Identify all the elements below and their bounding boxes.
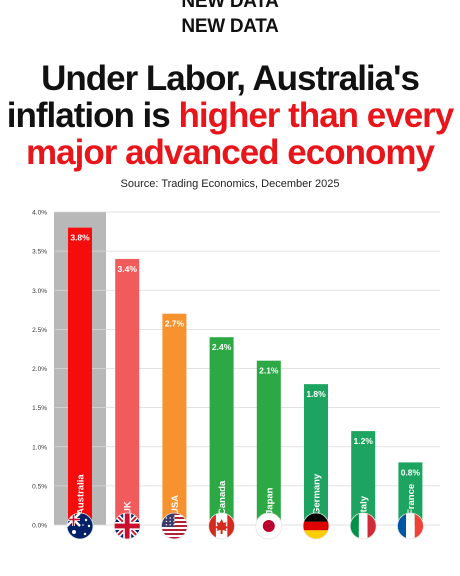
value-label: 3.4%	[118, 264, 138, 274]
value-label: 2.4%	[212, 342, 232, 352]
bar-uk	[115, 258, 140, 525]
headline-line-2-red: higher than every	[178, 96, 454, 135]
category-label: Australia	[76, 474, 87, 515]
y-tick-label: 1.0%	[32, 444, 47, 451]
y-tick-label: 3.5%	[32, 249, 47, 256]
category-label: UK	[123, 501, 134, 515]
category-label: France	[406, 484, 417, 515]
value-label: 1.2%	[354, 436, 374, 446]
inflation-bar-chart: 0.0% 0.5% 1.0% 1.5% 2.0% 2.5% 3.0% 3.5% 4.0% 3.8%…	[32, 210, 440, 540]
new-data-badge: NEW DATA	[181, 16, 279, 37]
france-flag-icon	[396, 512, 424, 540]
australia-flag-icon	[66, 512, 94, 540]
headline-line-2-black: inflation is	[6, 96, 179, 135]
value-label: 3.8%	[70, 233, 90, 243]
bar-germany	[304, 384, 328, 525]
headline-line-1: Under Labor, Australia's	[41, 59, 420, 98]
headline-line-2: inflation is higher than every	[0, 97, 460, 134]
bar-japan	[256, 360, 281, 525]
category-label: Japan	[264, 487, 275, 515]
italy-flag-icon	[349, 512, 377, 540]
germany-flag-icon	[302, 512, 330, 540]
value-label: 1.8%	[306, 389, 326, 399]
headline-line-3: major advanced economy	[26, 133, 435, 172]
source-note: Source: Trading Economics, December 2025	[120, 178, 340, 190]
category-label: Germany	[312, 473, 323, 515]
headline: Under Labor, Australia's inflation is hi…	[0, 60, 460, 171]
uk-flag-icon	[113, 512, 141, 540]
y-tick-label: 2.5%	[32, 327, 47, 334]
value-label: 2.7%	[165, 319, 185, 329]
y-tick-label: 4.0%	[32, 210, 47, 217]
usa-flag-icon	[160, 512, 188, 540]
y-tick-label: 2.0%	[32, 366, 47, 373]
bar-australia	[68, 227, 92, 525]
y-tick-label: 3.0%	[32, 288, 47, 295]
category-label: Canada	[217, 480, 228, 515]
value-label: 2.1%	[259, 366, 279, 376]
y-tick-label: 1.5%	[32, 405, 47, 412]
bar-italy	[351, 431, 376, 525]
bar-usa	[162, 313, 187, 525]
badge-top: NEW DATA	[181, 0, 279, 12]
canada-flag-icon	[208, 512, 236, 540]
bar-canada	[209, 337, 234, 525]
category-label: Italy	[359, 495, 370, 515]
japan-flag-icon	[255, 512, 283, 540]
y-tick-label: 0.5%	[32, 483, 47, 490]
y-tick-label: 0.0%	[32, 523, 47, 530]
value-label: 0.8%	[401, 467, 421, 477]
category-label: USA	[170, 495, 181, 515]
